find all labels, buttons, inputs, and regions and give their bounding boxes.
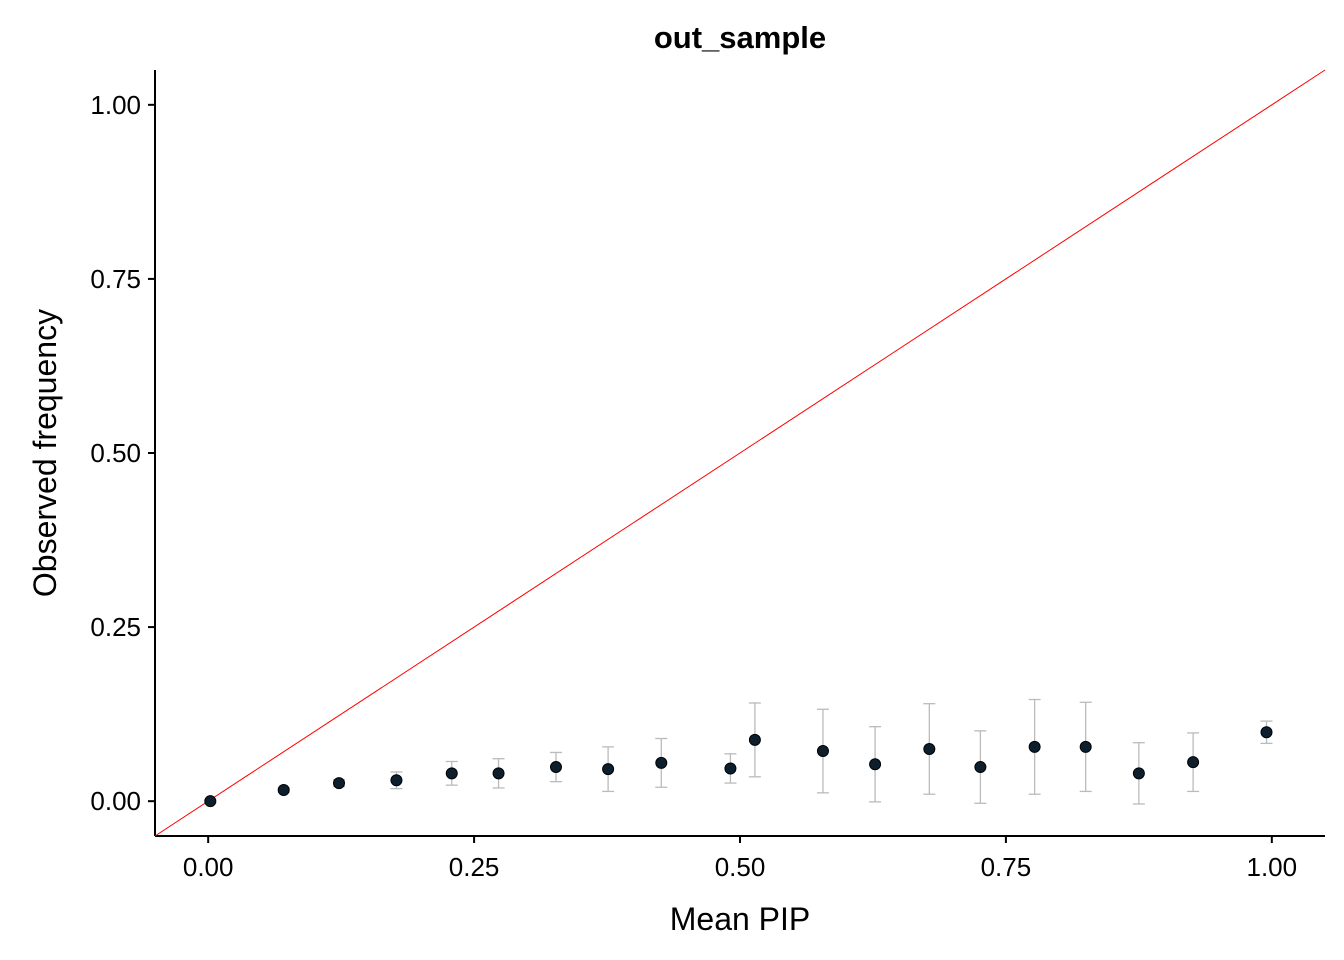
point: [1132, 767, 1145, 780]
x-tick-label: 0.25: [449, 852, 500, 882]
x-tick-label: 1.00: [1247, 852, 1298, 882]
point: [974, 761, 987, 774]
x-axis-label: Mean PIP: [670, 901, 811, 937]
point: [655, 756, 668, 769]
point: [748, 733, 761, 746]
point: [816, 745, 829, 758]
y-tick-label: 0.00: [90, 786, 141, 816]
point: [277, 784, 290, 797]
y-tick-label: 0.50: [90, 438, 141, 468]
point: [602, 763, 615, 776]
point: [549, 761, 562, 774]
x-tick-label: 0.00: [183, 852, 234, 882]
y-tick-label: 0.75: [90, 264, 141, 294]
point: [492, 767, 505, 780]
point: [923, 742, 936, 755]
y-axis-label: Observed frequency: [27, 309, 63, 597]
x-tick-label: 0.50: [715, 852, 766, 882]
point: [1079, 740, 1092, 753]
point: [390, 774, 403, 787]
y-tick-label: 0.25: [90, 612, 141, 642]
point: [1028, 740, 1041, 753]
point: [204, 795, 217, 808]
point: [1260, 726, 1273, 739]
chart-title: out_sample: [654, 20, 826, 55]
point: [724, 762, 737, 775]
point: [1187, 756, 1200, 769]
reference-line: [154, 69, 1326, 837]
point: [445, 767, 458, 780]
y-tick-label: 1.00: [90, 90, 141, 120]
x-tick-label: 0.75: [981, 852, 1032, 882]
point: [869, 758, 882, 771]
point: [333, 777, 346, 790]
